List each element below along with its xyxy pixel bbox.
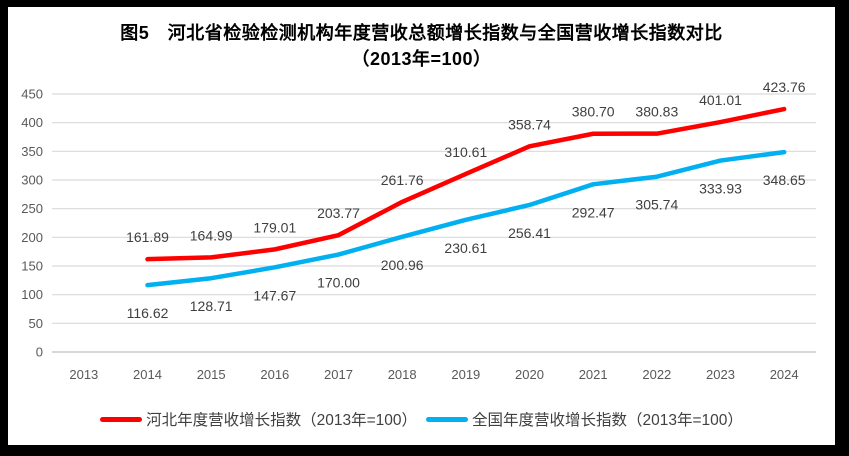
data-label: 423.76 bbox=[763, 79, 806, 95]
y-tick-label: 50 bbox=[29, 316, 43, 331]
x-tick-label: 2018 bbox=[388, 367, 417, 382]
data-label: 310.61 bbox=[444, 144, 487, 160]
y-tick-label: 200 bbox=[21, 230, 43, 245]
x-tick-label: 2014 bbox=[133, 367, 162, 382]
y-tick-label: 400 bbox=[21, 115, 43, 130]
legend-item-national: 全国年度营收增长指数（2013年=100） bbox=[426, 408, 743, 430]
data-label: 261.76 bbox=[381, 172, 424, 188]
data-label: 230.61 bbox=[444, 240, 487, 256]
x-tick-label: 2022 bbox=[642, 367, 671, 382]
data-label: 348.65 bbox=[763, 172, 806, 188]
data-label: 116.62 bbox=[127, 305, 169, 321]
chart-title-line1: 图5 河北省检验检测机构年度营收总额增长指数与全国营收增长指数对比 bbox=[120, 23, 723, 43]
data-label: 200.96 bbox=[381, 257, 424, 273]
data-label: 380.83 bbox=[635, 104, 678, 120]
data-label: 292.47 bbox=[572, 204, 615, 220]
x-tick-label: 2013 bbox=[69, 367, 98, 382]
x-tick-label: 2021 bbox=[579, 367, 608, 382]
legend-item-hebei: 河北年度营收增长指数（2013年=100） bbox=[100, 408, 417, 430]
national-series-label: 全国年度营收增长指数（2013年=100） bbox=[472, 412, 743, 429]
y-tick-label: 0 bbox=[36, 345, 43, 360]
chart-legend: 河北年度营收增长指数（2013年=100） 全国年度营收增长指数（2013年=1… bbox=[8, 408, 835, 430]
y-tick-label: 350 bbox=[21, 144, 43, 159]
series-line bbox=[145, 149, 787, 288]
data-label: 305.74 bbox=[635, 197, 678, 213]
chart-title: 图5 河北省检验检测机构年度营收总额增长指数与全国营收增长指数对比 （2013年… bbox=[8, 20, 835, 72]
data-label: 333.93 bbox=[699, 181, 742, 197]
hebei-series-label: 河北年度营收增长指数（2013年=100） bbox=[146, 412, 417, 429]
hebei-series-swatch bbox=[100, 416, 143, 422]
data-label: 161.89 bbox=[126, 229, 169, 245]
y-tick-label: 300 bbox=[21, 173, 43, 188]
x-tick-label: 2020 bbox=[515, 367, 544, 382]
x-tick-label: 2017 bbox=[324, 367, 353, 382]
line-chart-plot: 0 50 100 150 200 250 300 350 400 450 2013 2014 2015 2… bbox=[21, 79, 816, 382]
data-label: 164.99 bbox=[190, 227, 233, 243]
y-tick-label: 450 bbox=[21, 87, 43, 102]
data-label: 128.71 bbox=[190, 298, 233, 314]
y-tick-label: 150 bbox=[21, 259, 43, 274]
x-tick-label: 2019 bbox=[451, 367, 480, 382]
series-line bbox=[145, 106, 787, 262]
y-tick-label: 100 bbox=[21, 287, 43, 302]
data-label: 147.67 bbox=[253, 287, 296, 303]
data-label: 170.00 bbox=[317, 275, 360, 291]
chart-title-line2: （2013年=100） bbox=[351, 49, 492, 69]
y-tick-label: 250 bbox=[21, 201, 43, 216]
data-label: 401.01 bbox=[699, 92, 742, 108]
data-label: 179.01 bbox=[253, 219, 296, 235]
x-tick-label: 2016 bbox=[260, 367, 289, 382]
data-label: 256.41 bbox=[508, 225, 551, 241]
data-label: 380.70 bbox=[572, 104, 615, 120]
national-series-swatch bbox=[426, 416, 468, 422]
x-tick-label: 2023 bbox=[706, 367, 735, 382]
x-tick-label: 2015 bbox=[197, 367, 226, 382]
x-tick-label: 2024 bbox=[770, 367, 799, 382]
data-label: 358.74 bbox=[508, 116, 551, 132]
data-label: 203.77 bbox=[317, 205, 360, 221]
